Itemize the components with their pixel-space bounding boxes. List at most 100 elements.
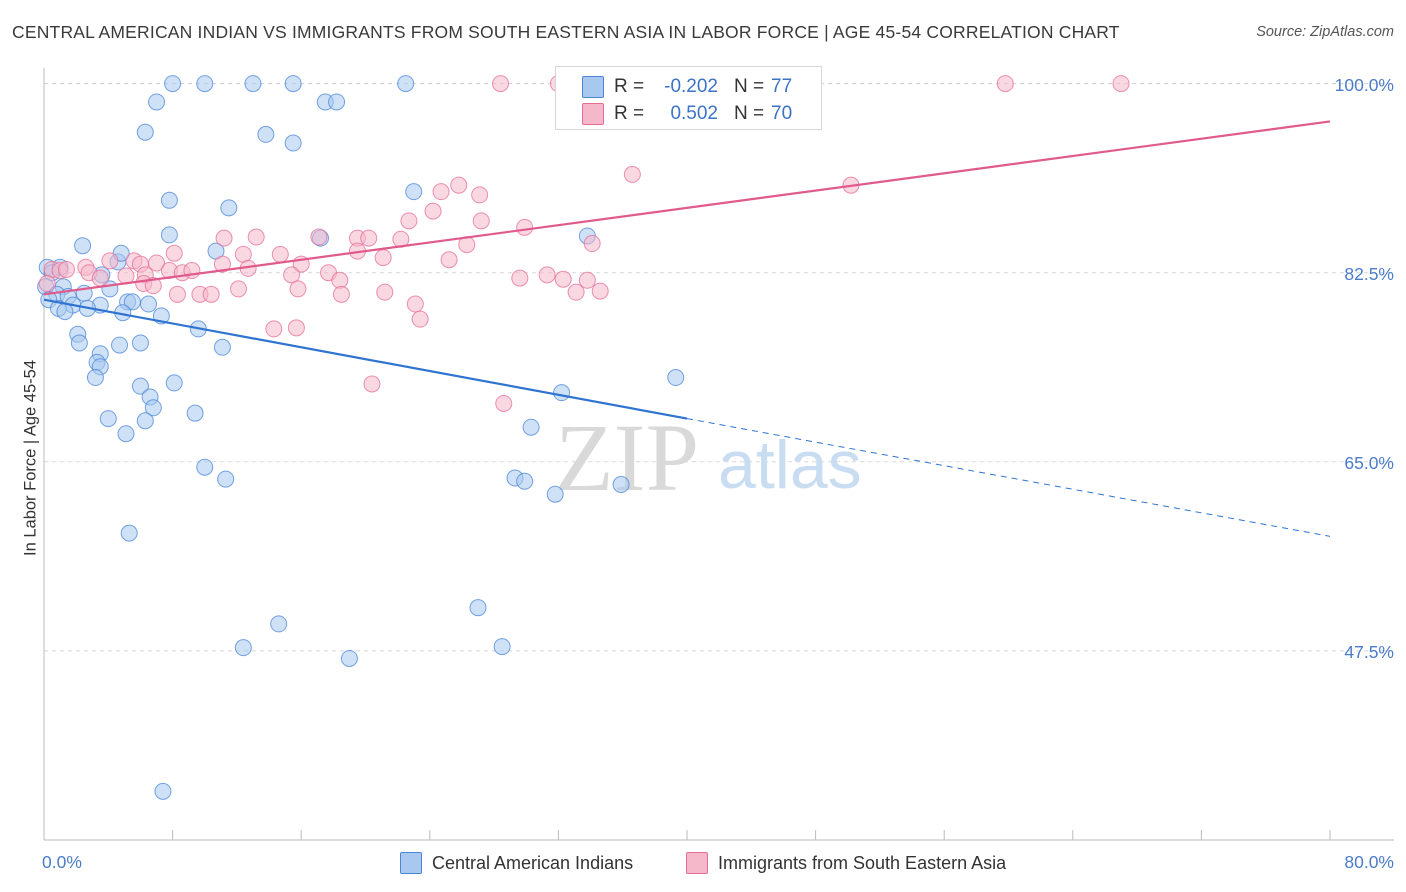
- data-point: [578, 271, 596, 289]
- data-point: [554, 270, 572, 288]
- data-point: [360, 229, 378, 247]
- data-point: [516, 218, 534, 236]
- data-point: [310, 228, 328, 246]
- data-point: [213, 255, 231, 273]
- data-point: [405, 183, 423, 201]
- legend-swatch: [400, 852, 422, 874]
- grid-lines: [44, 83, 1392, 652]
- data-point: [538, 266, 556, 284]
- r-label: R =: [614, 76, 645, 97]
- data-point: [165, 244, 183, 262]
- data-point: [591, 282, 609, 300]
- data-point: [160, 226, 178, 244]
- data-point: [101, 252, 119, 270]
- data-point: [136, 123, 154, 141]
- data-point: [168, 285, 186, 303]
- data-point: [553, 384, 571, 402]
- chart-source: Source: ZipAtlas.com: [1256, 24, 1394, 40]
- data-point: [284, 134, 302, 152]
- legend-item-immigrants-se-asia[interactable]: Immigrants from South Eastern Asia: [686, 852, 1006, 874]
- data-point: [1112, 75, 1130, 93]
- data-point: [148, 93, 166, 111]
- data-point: [440, 251, 458, 269]
- data-point: [472, 212, 490, 230]
- stats-box: R = -0.202 N = 77 R = 0.502 N = 70: [555, 66, 822, 130]
- x-tick-label-min: 0.0%: [42, 852, 82, 872]
- data-point: [111, 336, 129, 354]
- x-tick-label-max: 80.0%: [1344, 852, 1394, 872]
- data-point: [213, 338, 231, 356]
- r-value: 0.502: [670, 103, 718, 124]
- data-point: [144, 277, 162, 295]
- n-label: N =: [734, 103, 765, 124]
- data-point: [516, 472, 534, 490]
- n-value: 77: [771, 76, 793, 97]
- data-point: [612, 475, 630, 493]
- data-point: [397, 75, 415, 93]
- data-point: [196, 458, 214, 476]
- data-point: [86, 369, 104, 387]
- data-point: [217, 470, 235, 488]
- data-point: [148, 254, 166, 272]
- trend-line-immigrants-se-asia: [43, 120, 1331, 296]
- legend-label: Immigrants from South Eastern Asia: [718, 852, 1007, 873]
- data-point: [583, 235, 601, 253]
- data-point: [406, 295, 424, 313]
- data-point: [196, 75, 214, 93]
- data-point: [160, 191, 178, 209]
- data-point: [70, 334, 88, 352]
- watermark: ZIP atlas: [555, 404, 862, 511]
- data-point: [270, 615, 288, 633]
- watermark-atlas: atlas: [718, 427, 862, 503]
- data-point: [450, 176, 468, 194]
- data-point: [667, 369, 685, 387]
- data-point: [117, 425, 135, 443]
- axes: [43, 68, 1394, 841]
- data-point: [411, 310, 429, 328]
- stats-swatch: [582, 103, 604, 125]
- data-point: [131, 334, 149, 352]
- data-point: [493, 638, 511, 656]
- data-point: [424, 202, 442, 220]
- data-point: [234, 639, 252, 657]
- data-point: [567, 283, 585, 301]
- data-point: [996, 75, 1014, 93]
- data-point: [522, 418, 540, 436]
- data-point: [91, 269, 109, 287]
- data-point: [469, 599, 487, 617]
- legend-item-central-american-indians[interactable]: Central American Indians: [400, 852, 633, 874]
- data-point: [202, 285, 220, 303]
- data-point: [164, 75, 182, 93]
- trend-lines: [43, 120, 1331, 537]
- y-tick-label: 100.0%: [1334, 74, 1394, 95]
- data-point: [186, 404, 204, 422]
- data-point: [546, 485, 564, 503]
- data-point: [492, 75, 510, 93]
- data-point: [58, 260, 76, 278]
- data-point: [332, 285, 350, 303]
- data-point: [495, 394, 513, 412]
- data-point: [265, 320, 283, 338]
- stats-row-immigrants-se-asia: R = 0.502 N = 70: [556, 100, 821, 128]
- data-point: [432, 183, 450, 201]
- data-point: [471, 186, 489, 204]
- data-point: [271, 245, 289, 263]
- data-point: [144, 399, 162, 417]
- data-point: [38, 275, 56, 293]
- watermark-zip: ZIP: [555, 404, 699, 511]
- data-point: [287, 319, 305, 337]
- data-point: [215, 229, 233, 247]
- y-tick-label: 65.0%: [1344, 452, 1394, 473]
- data-point: [247, 228, 265, 246]
- chart-title: CENTRAL AMERICAN INDIAN VS IMMIGRANTS FR…: [12, 22, 1120, 42]
- data-point: [230, 280, 248, 298]
- data-point: [284, 75, 302, 93]
- data-point: [363, 375, 381, 393]
- data-point: [511, 269, 529, 287]
- data-point: [400, 212, 418, 230]
- data-point: [131, 377, 149, 395]
- legend-swatch: [686, 852, 708, 874]
- data-point: [74, 237, 92, 255]
- data-point: [376, 283, 394, 301]
